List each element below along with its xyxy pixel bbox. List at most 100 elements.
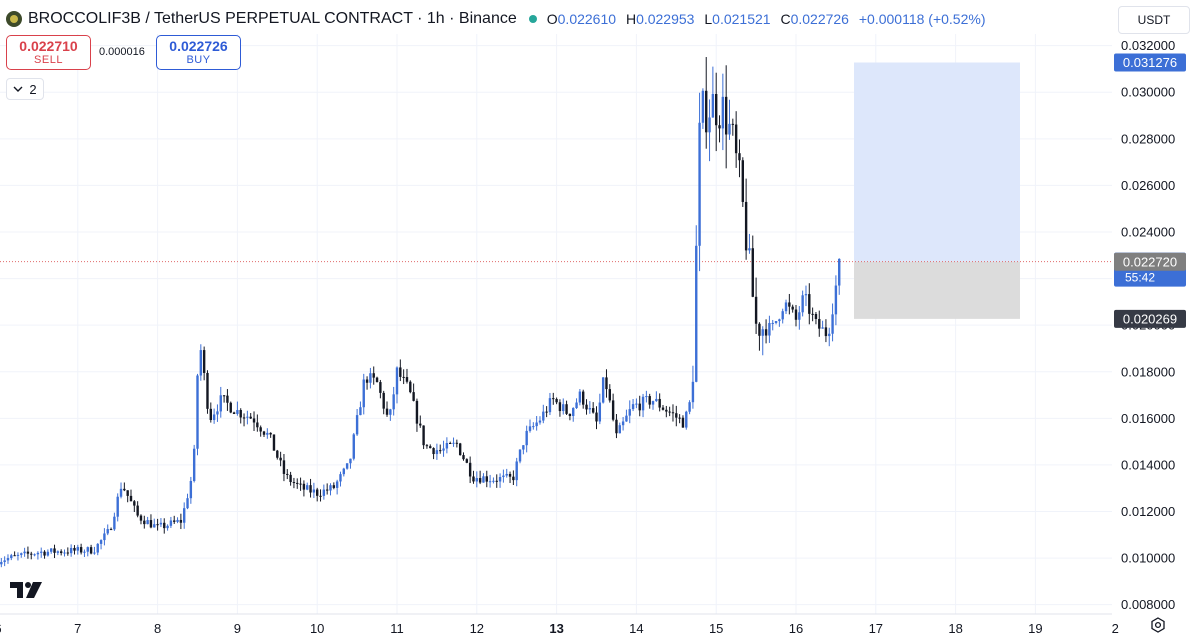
time-tick-label: 7 xyxy=(74,621,81,636)
candle-body xyxy=(608,389,611,401)
candle-body xyxy=(249,416,252,419)
candle-body xyxy=(352,434,355,459)
candle-body xyxy=(139,515,143,521)
time-tick-label: 19 xyxy=(1028,621,1042,636)
candle-body xyxy=(798,312,801,320)
candle-body xyxy=(20,553,23,555)
candle-body xyxy=(239,410,242,418)
candle-body xyxy=(299,483,302,485)
candle-body xyxy=(645,396,648,398)
candle-body xyxy=(79,547,83,553)
candle-body xyxy=(721,96,725,129)
candle-body xyxy=(183,508,186,523)
candle-body xyxy=(611,400,615,420)
candle-body xyxy=(598,402,602,422)
coin-logo-icon xyxy=(6,11,22,27)
candle-body xyxy=(173,520,176,522)
time-tick-label: 12 xyxy=(470,621,484,636)
position-loss-zone[interactable] xyxy=(854,261,1020,319)
candle-body xyxy=(349,458,352,464)
candle-body xyxy=(621,421,625,426)
candle-body xyxy=(665,409,668,412)
candle-body xyxy=(169,520,173,526)
candle-body xyxy=(538,420,542,423)
candle-body xyxy=(153,524,156,528)
candle-body xyxy=(419,423,422,426)
candle-body xyxy=(445,443,449,449)
candle-body xyxy=(492,480,495,482)
candle-body xyxy=(675,413,678,418)
candle-body xyxy=(764,329,768,336)
candle-body xyxy=(435,450,439,455)
candle-body xyxy=(724,96,728,135)
target-price-label: 0.031276 xyxy=(1123,55,1177,70)
candle-body xyxy=(0,561,3,565)
candle-body xyxy=(306,485,309,490)
buy-button[interactable]: 0.022726 BUY xyxy=(156,35,241,70)
candle-body xyxy=(359,407,362,416)
candle-body xyxy=(518,449,522,462)
candle-body xyxy=(455,442,459,444)
candle-body xyxy=(482,476,485,483)
candle-body xyxy=(774,321,778,323)
indicators-toggle-button[interactable]: 2 xyxy=(6,78,44,100)
candle-body xyxy=(588,408,592,410)
candle-body xyxy=(176,519,179,522)
candle-body xyxy=(794,309,798,320)
candle-body xyxy=(206,372,209,409)
position-profit-zone[interactable] xyxy=(854,62,1020,262)
indicator-count: 2 xyxy=(29,81,37,97)
candle-body xyxy=(259,427,262,432)
close-label: C xyxy=(780,11,791,27)
candle-body xyxy=(23,551,26,554)
candle-body xyxy=(558,402,562,412)
open-label: O xyxy=(546,11,558,27)
time-tick-label: 17 xyxy=(869,621,883,636)
candle-body xyxy=(412,392,415,401)
candle-body xyxy=(302,483,306,490)
candle-body xyxy=(216,411,219,415)
candle-body xyxy=(678,417,681,419)
candle-body xyxy=(638,403,641,411)
candle-body xyxy=(232,412,236,414)
close-value: 0.022726 xyxy=(790,11,849,27)
candle-body xyxy=(43,551,46,556)
candle-body xyxy=(379,382,382,393)
candle-body xyxy=(229,402,232,413)
candle-body xyxy=(748,248,751,251)
candle-body xyxy=(505,473,508,476)
settings-gear-icon[interactable] xyxy=(1150,617,1166,633)
candle-body xyxy=(149,520,153,528)
candle-body xyxy=(26,551,30,554)
open-value: 0.022610 xyxy=(557,11,617,27)
candle-body xyxy=(53,548,56,553)
candle-body xyxy=(33,554,36,556)
candle-body xyxy=(488,481,492,483)
tradingview-logo-icon[interactable] xyxy=(10,580,44,600)
candle-body xyxy=(76,547,79,551)
candle-body xyxy=(56,551,60,553)
candle-body xyxy=(498,477,502,482)
currency-selector[interactable]: USDT xyxy=(1118,6,1190,34)
symbol-title[interactable]: BROCCOLIF3B / TetherUS PERPETUAL CONTRAC… xyxy=(28,10,517,27)
candle-body xyxy=(508,473,512,477)
candle-body xyxy=(116,496,119,517)
candle-body xyxy=(641,396,645,411)
candle-body xyxy=(136,505,139,516)
candle-body xyxy=(272,434,276,451)
candle-body xyxy=(744,201,748,251)
candle-body xyxy=(212,414,216,421)
time-tick-label: 6 xyxy=(0,621,2,636)
candle-body xyxy=(705,90,708,133)
candle-body xyxy=(372,373,375,378)
candle-body xyxy=(818,318,821,329)
candle-body xyxy=(415,400,419,424)
candle-body xyxy=(462,455,465,460)
sell-button[interactable]: 0.022710 SELL xyxy=(6,35,91,70)
target-price-label-box xyxy=(1114,53,1186,72)
time-tick-label: 8 xyxy=(154,621,161,636)
candle-body xyxy=(276,450,279,458)
candle-body xyxy=(266,432,269,435)
candle-body xyxy=(681,417,685,428)
